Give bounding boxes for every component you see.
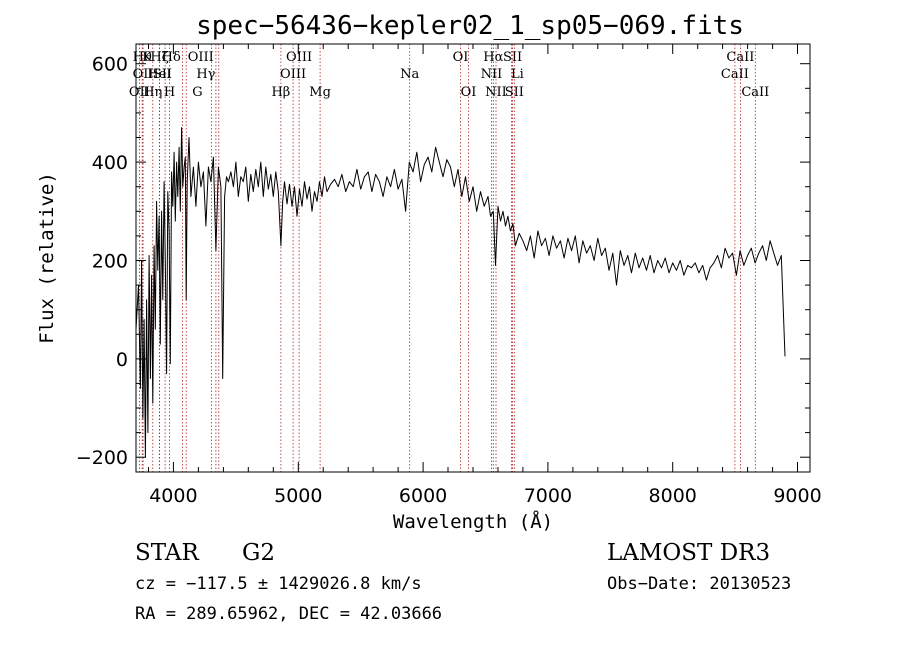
line-label: Hθ [133,50,152,65]
line-label: SII [505,85,524,100]
line-label: G [192,85,202,100]
spectral-subclass: G2 [242,540,275,566]
line-label: OII [129,85,150,100]
line-label: Hδ [162,50,181,65]
line-label: CaII [741,85,769,100]
x-tick-label: 8000 [649,485,697,507]
line-label: Hζ [150,50,168,65]
y-axis-ticks: −200 0 200 400 600 [76,54,810,469]
x-tick-label: 7000 [524,485,572,507]
line-label: Hβ [271,85,290,100]
line-label: H [164,85,175,100]
line-label: SII [153,67,172,82]
line-label: Hη [143,85,162,100]
y-axis-label: Flux (relative) [36,172,58,344]
line-label: OIII [188,50,214,65]
line-label: NII [485,85,507,100]
line-label: Li [511,67,524,82]
spectrum-line [135,127,786,458]
line-label: SII [503,50,522,65]
x-axis-label: Wavelength (Å) [393,510,553,533]
y-tick-label: −200 [76,447,128,469]
line-label: NII [481,67,503,82]
x-tick-label: 5000 [274,485,322,507]
object-type: STAR [135,540,199,566]
x-axis-ticks: 4000 5000 6000 7000 8000 9000 [148,44,822,507]
x-tick-label: 9000 [773,485,821,507]
y-tick-label: 600 [92,54,128,76]
redshift-readout: cz = −117.5 ± 1429026.8 km/s [135,574,422,594]
line-label: CaII [726,50,754,65]
observation-date: Obs−Date: 20130523 [607,574,791,594]
survey-name: LAMOST DR3 [607,540,770,566]
line-label: Hα [483,50,503,65]
plot-frame [135,43,811,473]
line-label: OI [453,50,469,65]
line-label: K [142,50,152,65]
line-label: OI [461,85,477,100]
line-label: CaII [721,67,749,82]
line-label: OIII [280,67,306,82]
line-label: HeI [147,67,171,82]
y-tick-label: 0 [116,349,128,371]
line-label: OII [133,67,154,82]
line-label: Na [400,67,419,82]
chart-title: spec−56436−kepler02_1_sp05−069.fits [196,11,744,41]
line-label: Mg [309,85,331,100]
line-label: OIII [286,50,312,65]
coordinates-readout: RA = 289.65962, DEC = 42.03666 [135,604,442,624]
y-tick-label: 200 [92,251,128,273]
line-label: Hγ [196,67,215,82]
spectral-line-markers [138,44,756,472]
y-tick-label: 400 [92,152,128,174]
x-tick-label: 6000 [399,485,447,507]
x-tick-label: 4000 [149,485,197,507]
